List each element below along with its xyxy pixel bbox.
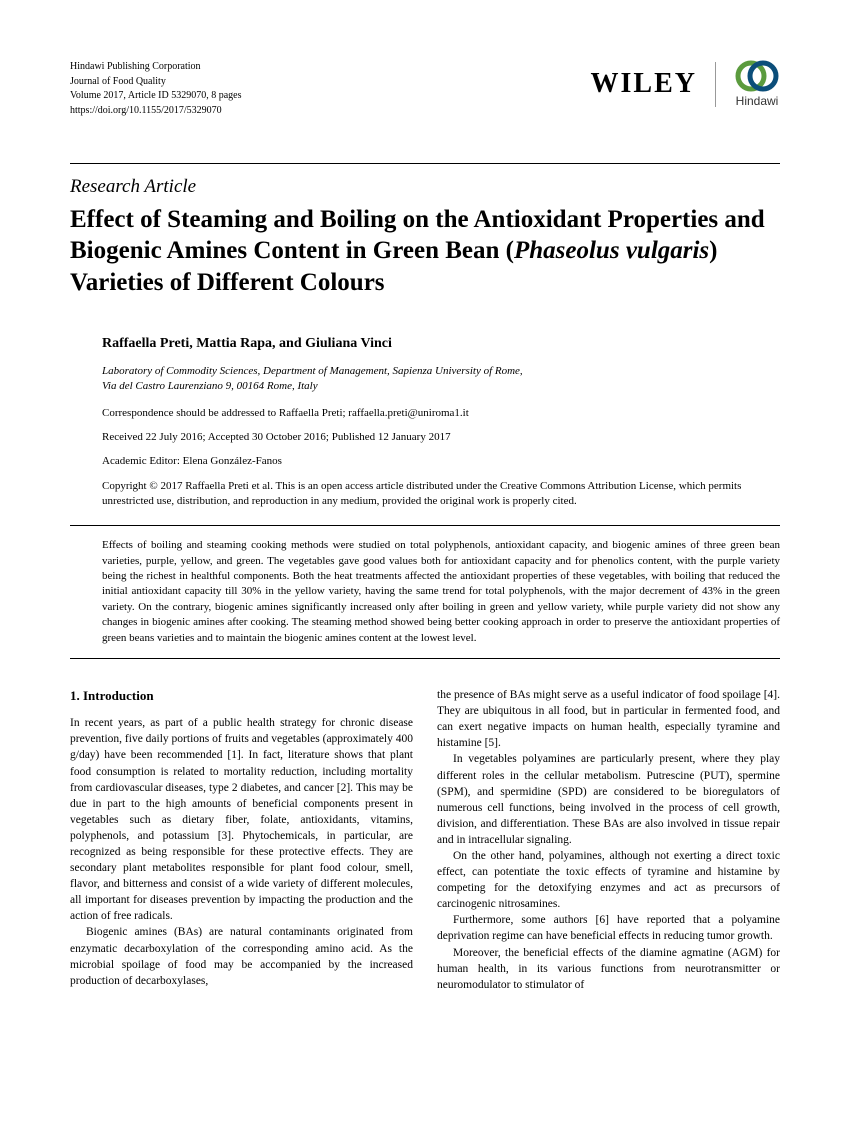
article-dates: Received 22 July 2016; Accepted 30 Octob… <box>102 431 780 443</box>
intro-paragraph-7: Moreover, the beneficial effects of the … <box>437 945 780 993</box>
column-right: the presence of BAs might serve as a use… <box>437 687 780 993</box>
hindawi-logo-block: Hindawi <box>734 60 780 108</box>
journal-name: Journal of Food Quality <box>70 75 241 90</box>
article-type: Research Article <box>70 176 780 198</box>
header-top: Hindawi Publishing Corporation Journal o… <box>70 60 780 118</box>
affiliation: Laboratory of Commodity Sciences, Depart… <box>102 364 780 395</box>
abstract-text: Effects of boiling and steaming cooking … <box>102 538 780 646</box>
column-left: 1. Introduction In recent years, as part… <box>70 687 413 993</box>
rule-top <box>70 163 780 164</box>
section-heading-intro: 1. Introduction <box>70 687 413 705</box>
body-columns: 1. Introduction In recent years, as part… <box>70 687 780 993</box>
hindawi-label: Hindawi <box>734 94 780 108</box>
rule-abstract-bottom <box>70 658 780 659</box>
article-title: Effect of Steaming and Boiling on the An… <box>70 204 780 298</box>
publication-info: Hindawi Publishing Corporation Journal o… <box>70 60 241 118</box>
intro-paragraph-4: In vegetables polyamines are particularl… <box>437 751 780 848</box>
affiliation-line-1: Laboratory of Commodity Sciences, Depart… <box>102 364 780 379</box>
correspondence: Correspondence should be addressed to Ra… <box>102 407 780 419</box>
authors: Raffaella Preti, Mattia Rapa, and Giulia… <box>102 336 780 352</box>
doi-link[interactable]: https://doi.org/10.1155/2017/5329070 <box>70 104 241 119</box>
copyright-notice: Copyright © 2017 Raffaella Preti et al. … <box>102 479 780 510</box>
intro-paragraph-5: On the other hand, polyamines, although … <box>437 848 780 912</box>
rule-abstract-top <box>70 525 780 526</box>
publisher-logos: WILEY Hindawi <box>591 60 780 108</box>
hindawi-icon <box>734 60 780 92</box>
affiliation-line-2: Via del Castro Laurenziano 9, 00164 Rome… <box>102 379 780 394</box>
intro-paragraph-6: Furthermore, some authors [6] have repor… <box>437 912 780 944</box>
wiley-logo: WILEY <box>591 68 697 100</box>
intro-paragraph-1: In recent years, as part of a public hea… <box>70 715 413 924</box>
publisher-name: Hindawi Publishing Corporation <box>70 60 241 75</box>
title-species-italic: Phaseolus vulgaris <box>514 237 709 264</box>
volume-line: Volume 2017, Article ID 5329070, 8 pages <box>70 89 241 104</box>
logo-divider <box>715 62 716 107</box>
academic-editor: Academic Editor: Elena González-Fanos <box>102 455 780 467</box>
intro-paragraph-3: the presence of BAs might serve as a use… <box>437 687 780 751</box>
intro-paragraph-2: Biogenic amines (BAs) are natural contam… <box>70 924 413 988</box>
